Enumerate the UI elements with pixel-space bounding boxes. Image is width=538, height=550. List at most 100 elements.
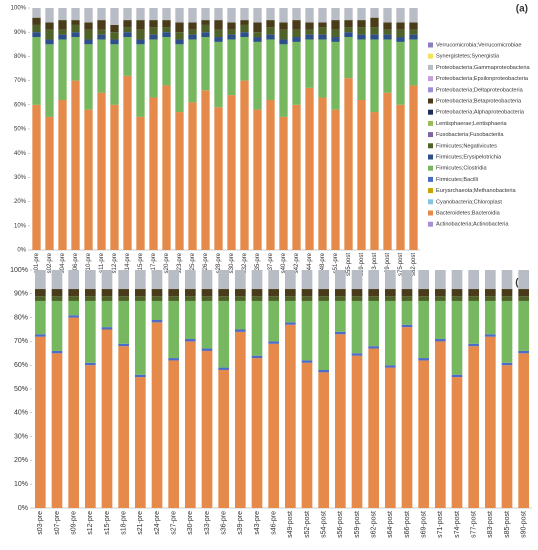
bar-segment xyxy=(214,107,223,250)
legend-label: Synergistetes;Synergistia xyxy=(436,54,500,60)
bar-segment xyxy=(151,289,163,297)
bar-segment xyxy=(201,300,213,349)
bar-segment xyxy=(268,289,279,297)
bar-segment xyxy=(175,112,184,250)
bar-segment xyxy=(118,296,129,301)
bar-segment xyxy=(151,319,163,323)
bar-segment xyxy=(318,300,329,370)
bar-segment xyxy=(149,20,158,28)
bar-segment xyxy=(396,104,405,250)
y-tick-label: 80% xyxy=(14,54,27,60)
bar-segment xyxy=(71,24,80,33)
bar-segment xyxy=(370,8,379,18)
x-tick-label: s20-pre xyxy=(164,252,170,273)
x-tick-label: s82-post xyxy=(411,253,417,276)
bar-segment xyxy=(409,85,418,250)
bar-segment xyxy=(266,20,275,28)
x-tick-label: s09-pre xyxy=(71,511,78,535)
bar-segment xyxy=(118,343,129,347)
y-tick-label: 60% xyxy=(14,362,28,369)
bar-segment xyxy=(285,289,296,297)
x-tick-label: s46-pre xyxy=(271,511,278,535)
bar-segment xyxy=(135,289,146,297)
bar-segment xyxy=(214,20,223,30)
bar-segment xyxy=(51,353,63,508)
bar-segment xyxy=(110,44,119,105)
bar-segment xyxy=(136,39,145,45)
bar-segment xyxy=(85,362,96,366)
bar-segment xyxy=(301,289,313,297)
bar-segment xyxy=(68,270,79,290)
bar-segment xyxy=(418,296,429,301)
bar-segment xyxy=(162,8,171,21)
bar-segment xyxy=(318,34,327,40)
legend-label: Fusobacteria;Fusobacteriia xyxy=(436,132,504,138)
bar-segment xyxy=(97,20,106,30)
bar-segment xyxy=(110,8,119,25)
legend-label: Firmicutes;Bacilli xyxy=(436,177,478,183)
bar-segment xyxy=(518,270,529,290)
x-tick-label: s48-pre xyxy=(320,252,326,273)
legend-label: Cyanobacteria;Chloroplast xyxy=(436,199,502,205)
bar-segment xyxy=(227,29,236,35)
bar-segment xyxy=(357,34,366,40)
bar-segment xyxy=(136,116,145,251)
x-tick-label: s77-post xyxy=(471,511,478,538)
bar-segment xyxy=(35,334,46,337)
bar-segment xyxy=(136,20,145,30)
bar-segment xyxy=(518,300,529,351)
bar-segment xyxy=(268,296,279,301)
x-tick-label: s59-post xyxy=(359,253,365,276)
y-tick-label: 80% xyxy=(14,314,28,321)
y-tick-label: 20% xyxy=(14,457,28,464)
x-tick-label: s32-pre xyxy=(242,252,248,273)
bar-segment xyxy=(110,32,119,40)
bar-segment xyxy=(227,39,236,96)
bar-segment xyxy=(335,289,346,297)
bar-segment xyxy=(185,300,196,340)
bar-segment xyxy=(185,296,196,301)
x-tick-label: s12-pre xyxy=(87,511,94,535)
x-tick-label: s18-pre xyxy=(121,511,128,535)
bar-segment xyxy=(335,296,346,301)
bar-segment xyxy=(279,44,288,117)
x-tick-label: s43-pre xyxy=(254,511,261,535)
y-tick-label: 10% xyxy=(14,481,28,488)
x-tick-label: s49-post xyxy=(287,511,294,538)
x-tick-label: s90-post xyxy=(521,511,528,538)
bar-segment xyxy=(35,336,46,508)
bar-segment xyxy=(84,29,93,40)
bar-segment xyxy=(518,353,529,508)
legend-label: Verrucomicrobia;Verrucomicrobiae xyxy=(436,42,522,48)
x-tick-label: s17-pre xyxy=(151,252,157,273)
bar-segment xyxy=(318,270,329,290)
legend-swatch xyxy=(428,221,433,227)
bar-segment xyxy=(71,20,80,25)
bar-segment xyxy=(266,8,275,21)
bar-segment xyxy=(185,339,196,342)
bar-segment xyxy=(301,300,313,361)
bar-segment xyxy=(136,44,145,117)
bar-segment xyxy=(51,300,63,351)
legend-label: Proteobacteria;Betaproteobacteria xyxy=(436,98,522,104)
x-tick-label: s35-pre xyxy=(255,252,261,273)
bar-segment xyxy=(97,34,106,40)
bar-segment xyxy=(218,270,229,290)
bar-segment xyxy=(58,29,67,35)
bar-segment xyxy=(101,329,113,508)
bar-segment xyxy=(285,296,296,301)
bar-segment xyxy=(188,29,197,35)
x-tick-label: s52-post xyxy=(304,511,311,538)
bar-segment xyxy=(168,296,179,301)
bar-segment xyxy=(301,362,313,508)
bar-segment xyxy=(253,32,262,38)
bar-segment xyxy=(383,39,392,93)
bar-segment xyxy=(318,27,327,35)
y-tick-label: 0% xyxy=(18,505,28,512)
bar-segment xyxy=(123,75,132,250)
bar-segment xyxy=(383,34,392,40)
bar-segment xyxy=(435,339,446,342)
bar-segment xyxy=(240,8,249,21)
bar-segment xyxy=(251,355,263,359)
bar-segment xyxy=(136,29,145,40)
